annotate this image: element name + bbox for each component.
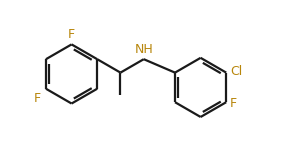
Text: F: F <box>34 92 41 105</box>
Text: NH: NH <box>134 43 153 56</box>
Text: Cl: Cl <box>230 65 242 78</box>
Text: F: F <box>230 97 237 110</box>
Text: F: F <box>68 28 75 41</box>
